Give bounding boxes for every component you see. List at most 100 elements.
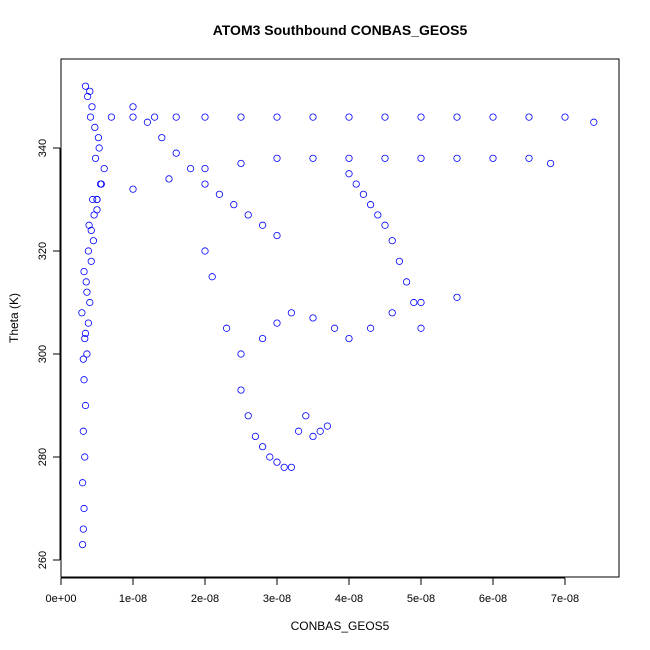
data-point xyxy=(80,376,88,384)
data-point xyxy=(402,278,411,286)
x-tick-label: 0e+00 xyxy=(46,593,77,605)
data-point xyxy=(129,103,137,111)
data-point xyxy=(417,113,425,121)
data-points xyxy=(78,82,598,549)
data-point xyxy=(590,118,598,126)
data-point xyxy=(201,180,209,188)
data-point xyxy=(345,154,353,162)
y-axis-label: Theta (K) xyxy=(7,293,21,343)
data-point xyxy=(345,113,353,121)
x-axis: 0e+00 1e-08 2e-08 3e-08 4e-08 5e-08 6e-08 7e-08 xyxy=(46,577,579,605)
data-point xyxy=(143,118,151,126)
y-axis: 260 280 300 320 340 xyxy=(37,139,61,569)
data-point xyxy=(273,113,281,121)
data-point xyxy=(94,134,103,142)
data-point xyxy=(100,165,108,173)
data-point xyxy=(81,82,90,90)
y-tick-label: 280 xyxy=(37,448,49,466)
data-point xyxy=(201,165,209,173)
data-point xyxy=(172,149,180,157)
plot-frame xyxy=(60,58,620,578)
data-point xyxy=(201,113,209,121)
data-point xyxy=(84,319,92,327)
data-point xyxy=(525,113,533,121)
data-point xyxy=(81,453,89,461)
data-point xyxy=(453,113,461,121)
y-tick-label: 300 xyxy=(37,345,49,363)
data-point xyxy=(79,355,87,363)
data-point xyxy=(129,185,137,193)
data-point xyxy=(309,154,317,162)
data-point xyxy=(81,334,89,343)
x-tick-label: 7e-08 xyxy=(551,593,579,605)
data-point xyxy=(151,113,159,121)
data-point xyxy=(79,479,87,487)
data-point xyxy=(374,211,382,219)
data-point xyxy=(244,211,252,219)
data-point xyxy=(86,113,95,121)
data-point xyxy=(91,123,99,132)
data-point xyxy=(330,324,339,332)
data-point xyxy=(453,293,461,301)
data-point xyxy=(395,257,403,265)
data-point xyxy=(86,298,94,307)
data-point xyxy=(201,247,209,255)
data-point xyxy=(89,195,97,204)
data-point xyxy=(87,257,95,265)
data-point xyxy=(352,180,360,188)
data-point xyxy=(381,113,389,121)
data-point xyxy=(287,309,295,317)
data-point xyxy=(417,298,425,307)
data-point xyxy=(84,247,92,255)
data-point xyxy=(86,87,94,95)
data-point xyxy=(273,231,281,240)
data-point xyxy=(489,113,497,121)
data-point xyxy=(258,334,267,343)
data-point xyxy=(251,432,259,440)
data-point xyxy=(273,154,281,162)
data-point xyxy=(208,273,216,281)
data-point xyxy=(266,453,274,461)
data-point xyxy=(345,334,353,343)
data-point xyxy=(129,113,137,121)
data-point xyxy=(323,422,331,430)
data-point xyxy=(287,463,295,471)
data-point xyxy=(90,211,98,219)
data-point xyxy=(417,154,425,162)
y-tick-label: 340 xyxy=(37,139,49,157)
data-point xyxy=(302,412,310,420)
x-tick-label: 6e-08 xyxy=(479,593,507,605)
data-point xyxy=(244,412,252,420)
data-point xyxy=(273,458,281,466)
data-point xyxy=(79,540,87,549)
data-point xyxy=(237,113,245,121)
data-point xyxy=(273,319,281,327)
data-point xyxy=(237,386,245,394)
data-point xyxy=(388,309,396,317)
x-tick-label: 3e-08 xyxy=(263,593,291,605)
data-point xyxy=(410,298,418,307)
y-tick-label: 320 xyxy=(37,242,49,260)
data-point xyxy=(546,159,555,168)
data-point xyxy=(158,134,166,142)
data-point xyxy=(84,92,92,101)
data-point xyxy=(81,401,90,410)
data-point xyxy=(83,288,91,296)
data-point xyxy=(561,113,569,121)
data-point xyxy=(381,221,389,229)
data-point xyxy=(79,525,87,533)
x-tick-label: 4e-08 xyxy=(335,593,363,605)
x-tick-label: 1e-08 xyxy=(119,593,147,605)
data-point xyxy=(453,154,461,162)
data-point xyxy=(95,144,103,152)
data-point xyxy=(89,237,98,245)
data-point xyxy=(309,432,317,440)
data-point xyxy=(87,226,95,234)
x-tick-label: 2e-08 xyxy=(191,593,219,605)
data-point xyxy=(280,463,288,471)
x-tick-label: 5e-08 xyxy=(407,593,435,605)
data-point xyxy=(345,170,353,178)
data-point xyxy=(417,324,425,332)
data-point xyxy=(172,113,180,121)
data-point xyxy=(230,201,238,209)
